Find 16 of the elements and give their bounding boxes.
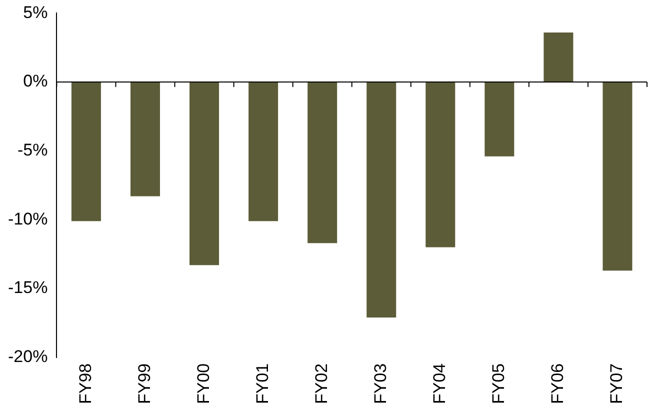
x-tick-label: FY04: [430, 363, 450, 404]
y-tick-label: 0%: [23, 72, 48, 91]
x-tick-label: FY05: [489, 363, 508, 404]
y-tick-label: 5%: [23, 2, 48, 22]
x-tick-label: FY99: [134, 363, 154, 404]
y-tick-label: -5%: [17, 140, 48, 160]
x-tick-label: FY01: [252, 363, 272, 404]
x-tick-label: FY03: [371, 363, 390, 404]
y-tick-label: -10%: [8, 209, 48, 228]
y-tick-label: -15%: [8, 278, 48, 298]
x-tick-label: FY02: [312, 363, 332, 404]
x-tick-label: FY07: [607, 363, 626, 404]
x-tick-label: FY00: [194, 363, 213, 404]
x-tick-label: FY06: [548, 363, 568, 404]
y-tick-label: -20%: [8, 347, 48, 366]
x-tick-label: FY98: [76, 363, 95, 404]
